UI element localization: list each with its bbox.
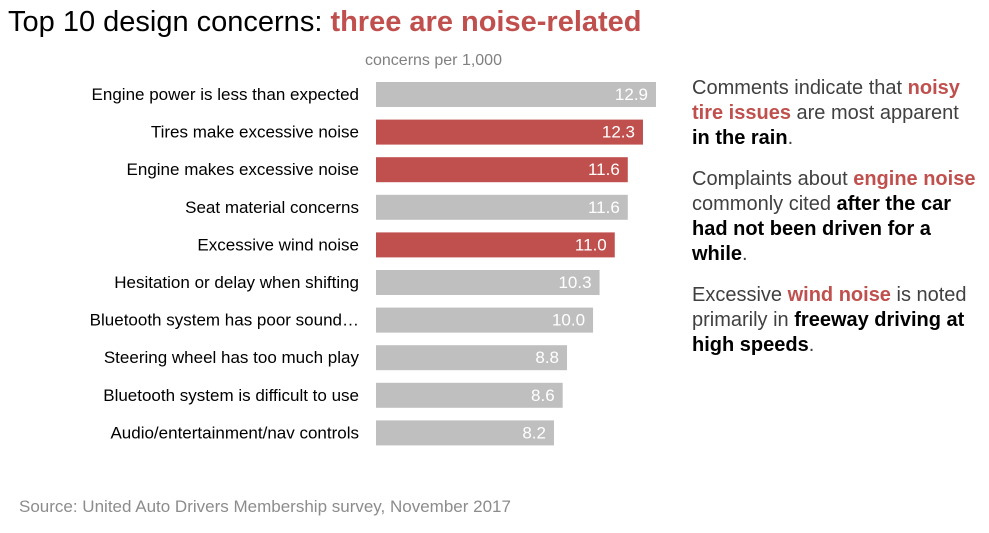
category-label: Audio/entertainment/nav controls: [110, 423, 359, 442]
bar: [376, 307, 594, 333]
bar: [376, 232, 615, 258]
value-label: 11.0: [575, 235, 607, 254]
comment-tires: Comments indicate that noisy tire issues…: [692, 77, 960, 149]
value-label: 8.2: [522, 423, 546, 442]
category-label: Hesitation or delay when shifting: [114, 273, 359, 292]
chart-title-highlight: three are noise-related: [330, 6, 642, 38]
comments-panel: Comments indicate that noisy tire issues…: [692, 76, 982, 374]
value-label: 11.6: [588, 198, 620, 217]
units-label: concerns per 1,000: [365, 52, 502, 69]
comment-engine: Complaints about engine noise commonly c…: [692, 168, 976, 265]
category-label: Tires make excessive noise: [151, 123, 359, 142]
category-label: Excessive wind noise: [197, 235, 359, 254]
category-label: Seat material concerns: [185, 198, 359, 217]
value-label: 8.8: [535, 348, 559, 367]
chart-title-prefix: Top 10 design concerns:: [8, 6, 331, 38]
value-label: 10.0: [552, 311, 585, 330]
value-label: 10.3: [558, 273, 591, 292]
bar: [376, 82, 656, 107]
category-label: Bluetooth system is difficult to use: [103, 386, 359, 405]
comment-wind: Excessive wind noise is noted primarily …: [692, 284, 967, 356]
source-note: Source: United Auto Drivers Membership s…: [19, 497, 511, 516]
bar: [376, 270, 600, 295]
value-label: 8.6: [531, 386, 555, 405]
value-label: 12.3: [602, 123, 635, 142]
bar: [376, 420, 554, 446]
bar: [376, 345, 568, 371]
category-label: Engine power is less than expected: [92, 85, 359, 104]
category-label: Steering wheel has too much play: [104, 348, 360, 367]
chart-title: Top 10 design concerns: three are noise-…: [8, 6, 642, 39]
category-label: Engine makes excessive noise: [127, 160, 359, 179]
bar: [376, 194, 628, 220]
value-label: 11.6: [588, 160, 620, 179]
bar: [376, 157, 628, 183]
category-label: Bluetooth system has poor sound…: [90, 311, 359, 330]
bar: [376, 119, 643, 145]
bar: [376, 382, 563, 408]
value-label: 12.9: [615, 85, 648, 104]
